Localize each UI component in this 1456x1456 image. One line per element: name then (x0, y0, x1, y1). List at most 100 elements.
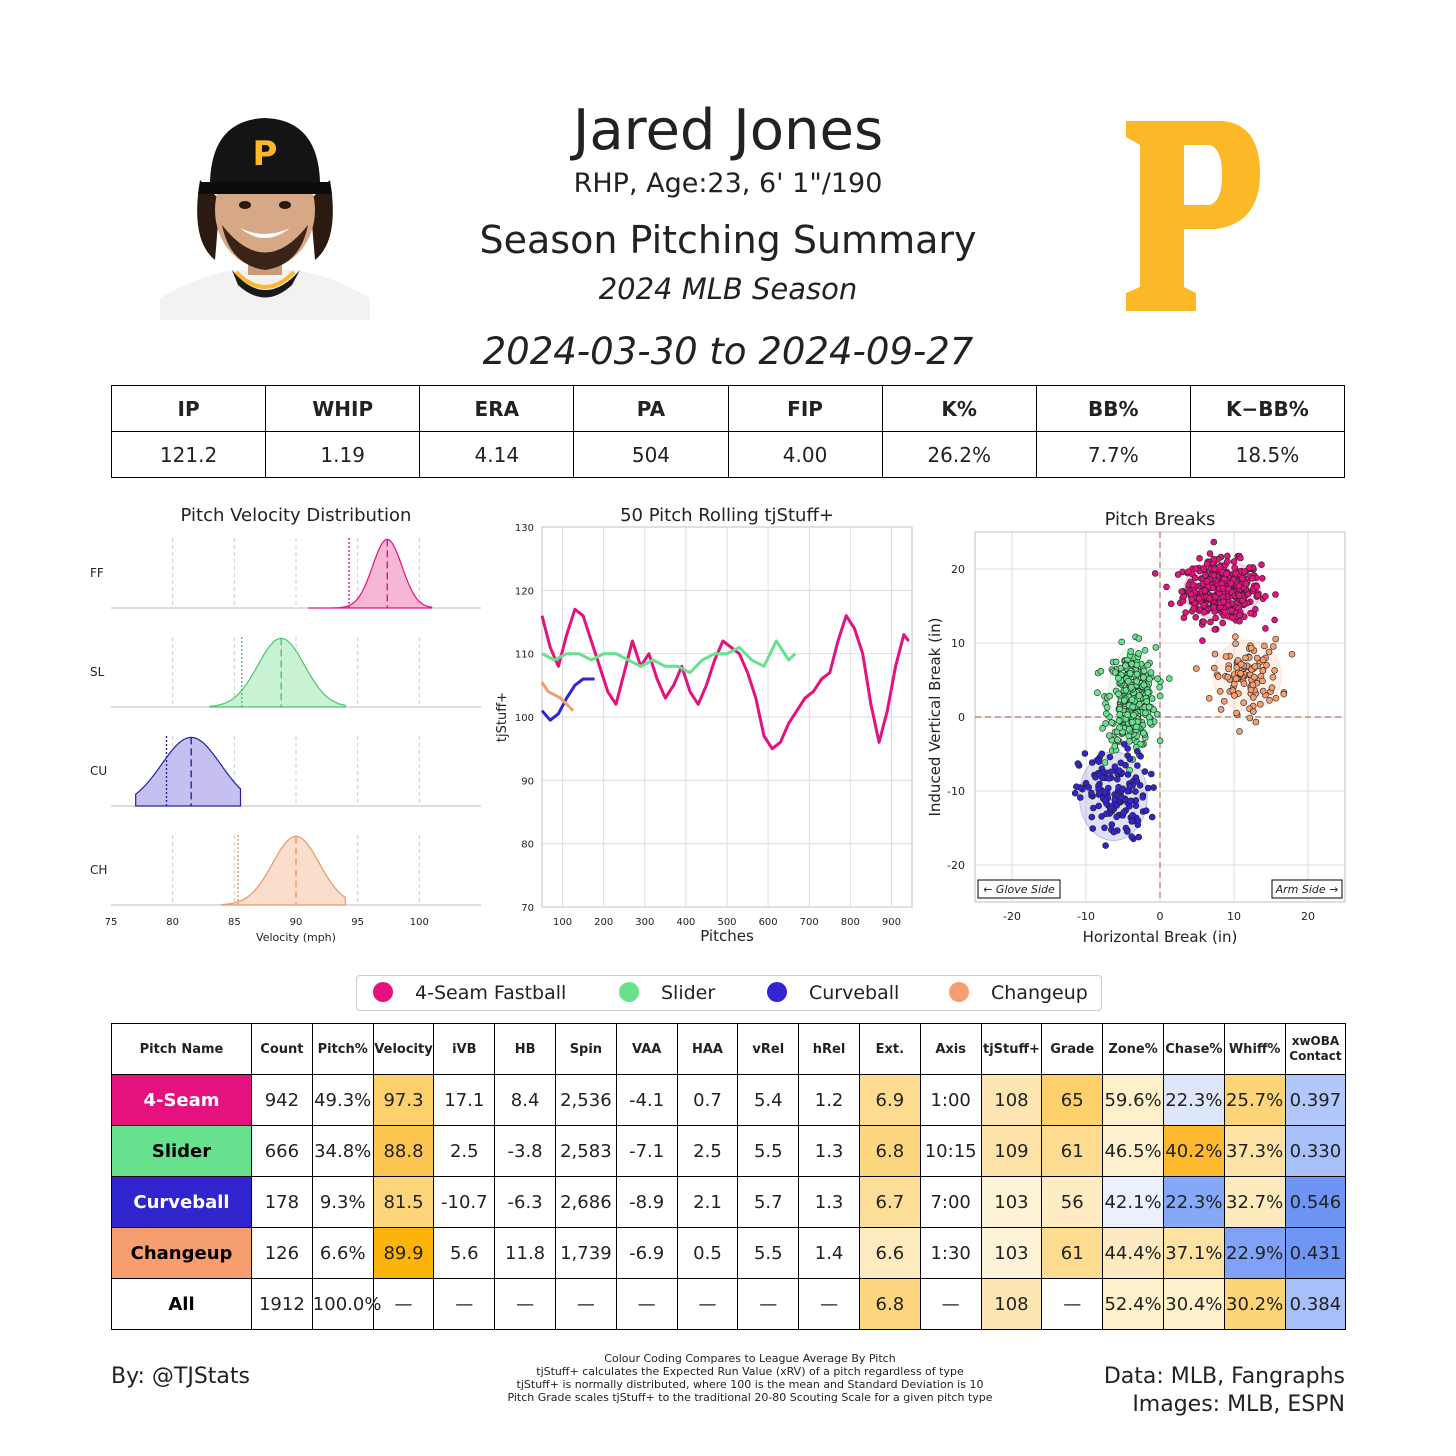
y-tick-label: 10 (951, 637, 965, 650)
table-cell: 6.8 (858, 1125, 921, 1177)
break-point (1258, 575, 1266, 582)
break-point (1201, 587, 1209, 594)
season-stats-table: IP WHIP ERA PA FIP K% BB% K−BB% 121.2 1.… (110, 385, 1346, 478)
table-cell: 0.546 (1284, 1176, 1347, 1228)
table-cell: 37.1% (1162, 1227, 1225, 1279)
density-area (308, 538, 433, 609)
break-point (1210, 603, 1218, 611)
break-point (1077, 794, 1084, 801)
pitch-name-cell: Changeup (111, 1227, 252, 1279)
column-header: vRel (737, 1023, 800, 1075)
break-point (1262, 625, 1269, 632)
break-point (1268, 684, 1276, 691)
table-cell: — (433, 1278, 496, 1330)
break-point (1224, 673, 1232, 681)
density-area (221, 835, 346, 906)
x-tick-label: 600 (759, 917, 778, 928)
table-cell: 666 (251, 1125, 313, 1177)
table-cell: 2.1 (676, 1176, 739, 1228)
break-point (1174, 571, 1182, 578)
break-point (1111, 763, 1119, 771)
player-info: RHP, Age:23, 6' 1"/190 (573, 168, 883, 199)
table-cell: 32.7% (1223, 1176, 1286, 1228)
table-cell: 61 (1041, 1227, 1104, 1279)
table-cell: 81.5 (372, 1176, 435, 1228)
pitch-row: Curveball 178 9.3% 81.5 -10.7 -6.3 2,686 -8.9 2.… (111, 1176, 1347, 1228)
break-point (1195, 595, 1203, 602)
break-point (1101, 759, 1109, 766)
column-header: Velocity (372, 1023, 435, 1075)
break-point (1271, 667, 1278, 674)
legend-item-fastball: 4-Seam Fastball (373, 976, 566, 1010)
x-tick-label: 80 (166, 917, 179, 928)
break-point (1230, 558, 1238, 565)
footnote: Colour Coding Compares to League Average… (400, 1352, 1100, 1404)
break-point (1271, 616, 1278, 624)
break-point (1259, 667, 1267, 674)
break-point (1203, 578, 1211, 585)
table-cell: 49.3% (311, 1074, 374, 1126)
stat-value: 121.2 (110, 431, 267, 478)
table-cell: 42.1% (1102, 1176, 1164, 1228)
table-cell: — (494, 1278, 556, 1330)
table-cell: 100.0% (311, 1278, 381, 1330)
break-point (1118, 638, 1125, 646)
table-cell: 56 (1041, 1176, 1104, 1228)
table-cell: 108 (980, 1074, 1043, 1126)
y-tick-label: 90 (521, 776, 534, 787)
break-point (1135, 833, 1142, 841)
break-point (1253, 654, 1261, 662)
x-tick-label: 0 (1157, 910, 1164, 923)
break-point (1127, 648, 1135, 655)
row-label: SL (90, 665, 105, 679)
legend-label: Curveball (809, 982, 900, 1004)
break-point (1144, 784, 1152, 792)
y-axis-label: tjStuff+ (495, 692, 510, 742)
stat-header: ERA (419, 385, 575, 432)
break-point (1220, 698, 1228, 705)
break-point (1247, 609, 1254, 617)
break-point (1122, 761, 1129, 769)
break-point (1135, 692, 1143, 699)
break-point (1071, 789, 1079, 797)
table-cell: 89.9 (372, 1227, 435, 1279)
break-point (1238, 575, 1246, 582)
footnote-line: Colour Coding Compares to League Average… (604, 1352, 896, 1365)
break-point (1223, 570, 1230, 577)
summary-title: Season Pitching Summary (479, 218, 977, 262)
stat-value: 504 (573, 431, 729, 478)
column-header: Count (251, 1023, 313, 1075)
break-point (1133, 778, 1141, 785)
break-point (1180, 614, 1188, 622)
footnote-line: Pitch Grade scales tjStuff+ to the tradi… (507, 1391, 993, 1404)
table-cell: 5.5 (737, 1125, 800, 1177)
column-header: VAA (615, 1023, 678, 1075)
break-point (1150, 784, 1157, 791)
break-point (1269, 643, 1277, 650)
break-point (1250, 673, 1258, 681)
column-header: Zone% (1102, 1023, 1164, 1075)
break-point (1233, 664, 1241, 671)
x-tick-label: -20 (1003, 910, 1021, 923)
break-point (1265, 648, 1273, 656)
y-tick-label: 120 (515, 586, 534, 597)
table-cell: 30.2% (1223, 1278, 1286, 1330)
footnote-line: tjStuff+ calculates the Expected Run Val… (536, 1365, 964, 1378)
break-point (1151, 570, 1159, 577)
series-line (540, 677, 595, 722)
table-cell: 61 (1041, 1125, 1104, 1177)
stat-value: 26.2% (881, 431, 1037, 478)
break-point (1249, 681, 1257, 689)
break-point (1112, 658, 1120, 666)
break-point (1242, 580, 1250, 588)
column-header: Spin (554, 1023, 617, 1075)
table-cell: -6.3 (494, 1176, 556, 1228)
break-point (1146, 719, 1154, 726)
table-cell: — (1041, 1278, 1104, 1330)
break-point (1103, 704, 1111, 711)
break-point (1240, 680, 1248, 687)
break-point (1249, 708, 1257, 715)
annotation-box (977, 879, 1061, 899)
break-point (1254, 592, 1262, 599)
break-point (1126, 755, 1134, 763)
